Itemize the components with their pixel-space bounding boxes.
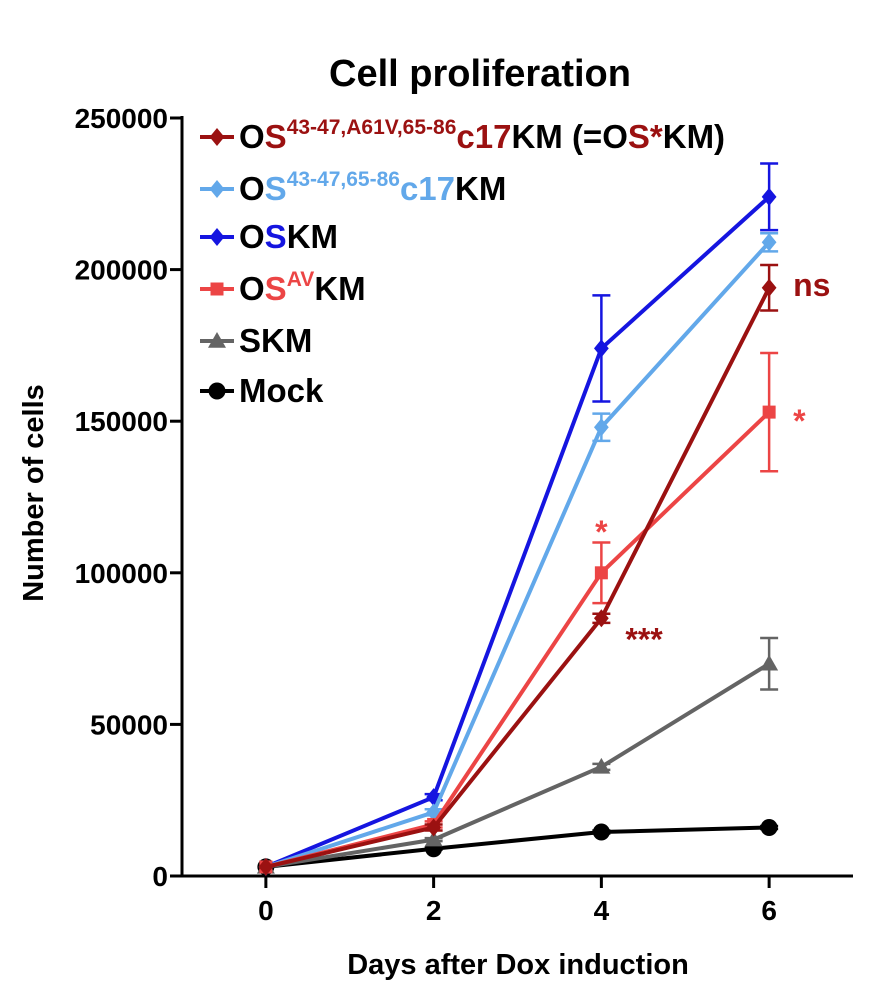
data-point-oskm bbox=[761, 187, 777, 206]
legend-swatch-marker bbox=[208, 332, 226, 348]
data-point-mock bbox=[592, 823, 610, 841]
y-tick-label: 100000 bbox=[75, 558, 168, 589]
data-point-os_c17_km bbox=[593, 418, 609, 437]
y-tick-label: 250000 bbox=[75, 103, 168, 134]
legend-label-part: SKM bbox=[239, 322, 312, 359]
data-point-os_star_km bbox=[258, 857, 274, 876]
significance-label: ns bbox=[793, 267, 830, 303]
legend-label-part: S bbox=[265, 170, 287, 207]
data-point-skm bbox=[592, 757, 611, 774]
data-point-mock bbox=[760, 818, 778, 836]
chart-title: Cell proliferation bbox=[329, 53, 631, 95]
significance-label: *** bbox=[625, 621, 663, 657]
legend: OS43-47,A61V,65-86c17KM (=OS*KM)OS43-47,… bbox=[200, 116, 725, 409]
series-os_star_km bbox=[258, 263, 779, 876]
legend-label: SKM bbox=[239, 322, 312, 359]
significance-label: * bbox=[793, 403, 806, 439]
y-tick-label: 150000 bbox=[75, 406, 168, 437]
data-point-os_star_km bbox=[761, 278, 777, 297]
legend-label-part: O bbox=[239, 270, 265, 307]
x-tick-label: 4 bbox=[594, 895, 610, 926]
y-axis-title: Number of cells bbox=[18, 384, 50, 602]
legend-swatch-marker bbox=[209, 228, 225, 246]
legend-item-mock: Mock bbox=[200, 372, 324, 409]
data-point-os_av_km bbox=[762, 405, 776, 419]
series-line-os_c17_km bbox=[265, 240, 771, 869]
data-point-skm bbox=[424, 830, 443, 847]
series-line-mock bbox=[265, 825, 770, 869]
legend-item-os_c17_km: OS43-47,65-86c17KM bbox=[200, 168, 506, 207]
series-mock bbox=[257, 818, 779, 876]
data-point-os_av_km bbox=[594, 566, 608, 580]
data-point-oskm bbox=[593, 339, 609, 358]
legend-label-part: KM bbox=[455, 170, 506, 207]
legend-swatch-marker bbox=[208, 382, 226, 400]
legend-label-part: S bbox=[265, 118, 287, 155]
y-tick-label: 50000 bbox=[90, 709, 168, 740]
legend-swatch-marker bbox=[209, 180, 225, 198]
legend-label: Mock bbox=[239, 372, 324, 409]
significance-label: * bbox=[595, 514, 608, 550]
legend-label-part: c17 bbox=[456, 118, 511, 155]
legend-label-part: KM) bbox=[663, 118, 725, 155]
legend-label-part: KM bbox=[287, 218, 338, 255]
legend-label-part: S bbox=[265, 270, 287, 307]
series-os_c17_km bbox=[258, 231, 779, 876]
legend-swatch-marker bbox=[210, 282, 224, 296]
x-tick-label: 2 bbox=[426, 895, 442, 926]
legend-label-part: O bbox=[239, 118, 265, 155]
y-tick-label: 0 bbox=[152, 861, 168, 892]
legend-label-part: O bbox=[239, 170, 265, 207]
y-tick-label: 200000 bbox=[75, 255, 168, 286]
annotations: ns***** bbox=[595, 267, 830, 657]
legend-label-part: O bbox=[239, 218, 265, 255]
legend-label: OS43-47,A61V,65-86c17KM (=OS*KM) bbox=[239, 116, 725, 155]
legend-label-part: c17 bbox=[400, 170, 455, 207]
legend-label-part: 43-47,A61V,65-86 bbox=[287, 116, 457, 139]
data-point-os_star_km bbox=[593, 609, 609, 628]
legend-label: OSKM bbox=[239, 218, 338, 255]
legend-label: OS43-47,65-86c17KM bbox=[239, 168, 506, 207]
legend-item-os_star_km: OS43-47,A61V,65-86c17KM (=OS*KM) bbox=[200, 116, 725, 155]
x-tick-label: 0 bbox=[258, 895, 274, 926]
series-line-skm bbox=[265, 662, 771, 869]
legend-label-part: KM bbox=[314, 270, 365, 307]
x-axis-title: Days after Dox induction bbox=[347, 949, 689, 981]
legend-item-oskm: OSKM bbox=[200, 218, 338, 255]
series-layer bbox=[256, 162, 779, 876]
data-point-os_star_km bbox=[426, 818, 442, 837]
x-tick-label: 6 bbox=[761, 895, 777, 926]
data-point-os_c17_km bbox=[761, 233, 777, 252]
legend-label-part: KM (=O bbox=[511, 118, 627, 155]
legend-label-part: S bbox=[265, 218, 287, 255]
legend-swatch-marker bbox=[209, 128, 225, 146]
legend-label: OSAVKM bbox=[239, 268, 366, 307]
series-line-os_av_km bbox=[265, 410, 771, 869]
legend-item-skm: SKM bbox=[200, 322, 312, 359]
axes: 0 50000 100000 150000 200000 250000 0 2 4 6 bbox=[75, 103, 853, 926]
data-point-skm bbox=[760, 654, 779, 671]
legend-item-os_av_km: OSAVKM bbox=[200, 268, 366, 307]
legend-label-part: 43-47,65-86 bbox=[287, 168, 400, 191]
legend-label-part: Mock bbox=[239, 372, 324, 409]
legend-label-part: S* bbox=[628, 118, 663, 155]
series-line-os_star_km bbox=[265, 286, 771, 869]
series-line-oskm bbox=[265, 195, 771, 869]
legend-label-part: AV bbox=[287, 268, 315, 291]
